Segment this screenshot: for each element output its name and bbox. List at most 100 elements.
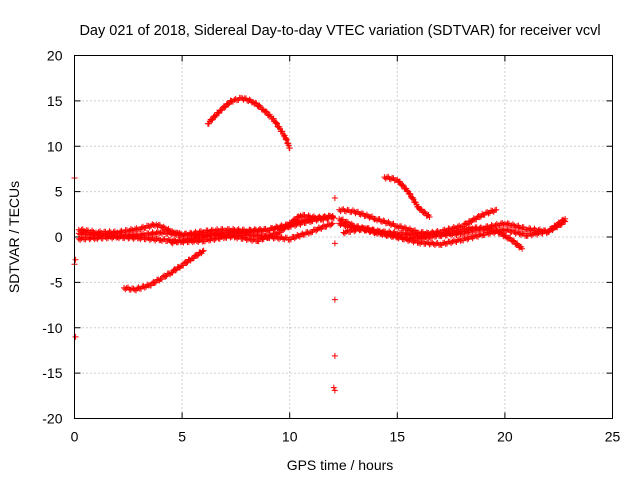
- data-point: [93, 234, 100, 241]
- data-point: [357, 211, 364, 218]
- data-point: [95, 229, 102, 236]
- data-point: [305, 230, 312, 237]
- data-point: [514, 229, 521, 236]
- data-point: [331, 296, 338, 303]
- data-point: [72, 333, 79, 340]
- data-point: [131, 286, 138, 293]
- data-point: [528, 232, 535, 239]
- data-point: [168, 239, 175, 246]
- data-point: [193, 233, 200, 240]
- data-point: [458, 228, 465, 235]
- data-point: [445, 228, 452, 235]
- data-point: [228, 233, 235, 240]
- data-point: [129, 226, 136, 233]
- data-point: [519, 245, 526, 252]
- data-point: [278, 222, 285, 229]
- data-point: [442, 241, 449, 248]
- data-point: [286, 145, 293, 152]
- data-point: [330, 214, 337, 221]
- data-point: [194, 252, 201, 259]
- data-point: [338, 206, 345, 213]
- data-point: [463, 221, 470, 228]
- data-point: [380, 217, 387, 224]
- data-point: [291, 235, 298, 242]
- data-point: [204, 232, 211, 239]
- data-point: [133, 225, 140, 232]
- data-point: [225, 101, 232, 108]
- data-point: [320, 222, 327, 229]
- data-point: [234, 227, 241, 234]
- data-point: [349, 207, 356, 214]
- data-point: [184, 232, 191, 239]
- data-point: [172, 267, 179, 274]
- data-point: [514, 223, 521, 230]
- data-point: [544, 229, 551, 236]
- data-point: [280, 226, 287, 233]
- data-point: [78, 226, 85, 233]
- data-point: [297, 212, 304, 219]
- data-points: [71, 94, 569, 394]
- data-point: [469, 225, 476, 232]
- data-point: [125, 228, 132, 235]
- series-arc-4: [168, 211, 336, 247]
- data-point: [464, 236, 471, 243]
- data-point: [343, 218, 350, 225]
- y-tick-label: 10: [47, 138, 63, 154]
- data-point: [407, 191, 414, 198]
- data-point: [405, 236, 412, 243]
- data-point: [391, 222, 398, 229]
- data-point: [157, 237, 164, 244]
- data-point: [352, 210, 359, 217]
- data-point: [151, 280, 158, 287]
- data-point: [396, 232, 403, 239]
- data-point: [399, 181, 406, 188]
- data-point: [453, 229, 460, 236]
- data-point: [146, 224, 153, 231]
- y-tick-label: 20: [47, 48, 63, 64]
- data-point: [293, 216, 300, 223]
- data-point: [253, 100, 260, 107]
- data-point: [157, 229, 164, 236]
- data-point: [329, 214, 336, 221]
- data-point: [484, 226, 491, 233]
- series-arc-6: [204, 94, 293, 152]
- data-point: [477, 231, 484, 238]
- data-point: [481, 225, 488, 232]
- data-point: [132, 234, 139, 241]
- data-point: [391, 232, 398, 239]
- data-point: [187, 235, 194, 242]
- data-point: [327, 213, 334, 220]
- data-point: [313, 227, 320, 234]
- data-point: [407, 235, 414, 242]
- data-point: [123, 284, 130, 291]
- data-point: [305, 212, 312, 219]
- data-point: [256, 102, 263, 109]
- data-point: [149, 234, 156, 241]
- data-point: [331, 240, 338, 247]
- data-point: [400, 225, 407, 232]
- x-tick-label: 5: [178, 429, 186, 445]
- data-point: [395, 224, 402, 231]
- data-point: [331, 352, 338, 359]
- data-point: [493, 206, 500, 213]
- data-point: [273, 120, 280, 127]
- data-point: [374, 227, 381, 234]
- data-point: [518, 231, 525, 238]
- x-tick-label: 10: [282, 429, 298, 445]
- data-point: [401, 224, 408, 231]
- data-point: [208, 117, 215, 124]
- data-point: [329, 220, 336, 227]
- data-point: [421, 208, 428, 215]
- plot-frame: [74, 55, 613, 419]
- data-point: [437, 232, 444, 239]
- data-point: [337, 217, 344, 224]
- data-point: [160, 223, 167, 230]
- data-point: [387, 222, 394, 229]
- data-point: [150, 230, 157, 237]
- data-point: [308, 229, 315, 236]
- data-point: [277, 229, 284, 236]
- x-tick-label: 25: [605, 429, 621, 445]
- data-point: [347, 221, 354, 228]
- data-point: [383, 174, 390, 181]
